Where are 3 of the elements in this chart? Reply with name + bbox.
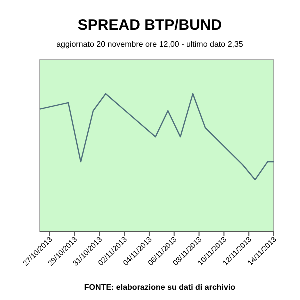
chart-subtitle: aggiornato 20 novembre ore 12,00 - ultimo dato 2,35 — [56, 40, 244, 49]
chart-title: SPREAD BTP/BUND — [78, 17, 222, 34]
source-note: FONTE: elaborazione su dati di archivio — [84, 283, 236, 292]
